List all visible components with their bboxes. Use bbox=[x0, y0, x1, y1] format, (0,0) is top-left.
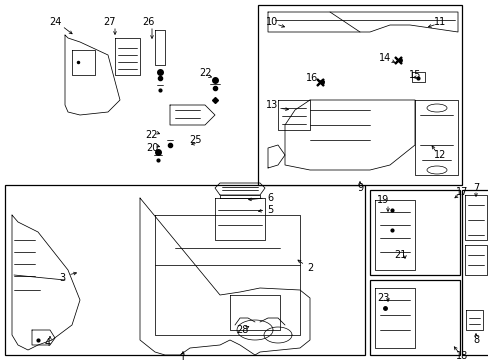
Text: 20: 20 bbox=[145, 143, 158, 153]
Text: 12: 12 bbox=[433, 150, 445, 160]
Text: 4: 4 bbox=[45, 338, 51, 348]
Text: 3: 3 bbox=[59, 273, 65, 283]
Text: 7: 7 bbox=[472, 183, 478, 193]
Bar bbox=[369, 280, 459, 355]
Text: 13: 13 bbox=[265, 100, 278, 110]
Text: 22: 22 bbox=[198, 68, 211, 78]
Text: 26: 26 bbox=[142, 17, 154, 27]
Bar bbox=[369, 190, 459, 275]
Text: 10: 10 bbox=[265, 17, 278, 27]
Text: 11: 11 bbox=[433, 17, 445, 27]
Bar bbox=[258, 5, 461, 185]
Text: 19: 19 bbox=[376, 195, 388, 205]
Text: 14: 14 bbox=[378, 53, 390, 63]
Text: 18: 18 bbox=[455, 351, 467, 360]
Text: 2: 2 bbox=[306, 263, 312, 273]
Text: 17: 17 bbox=[455, 187, 467, 197]
Text: 21: 21 bbox=[393, 250, 406, 260]
Text: 23: 23 bbox=[376, 293, 388, 303]
Text: 15: 15 bbox=[408, 70, 420, 80]
Text: 27: 27 bbox=[103, 17, 116, 27]
Text: 16: 16 bbox=[305, 73, 318, 83]
Text: 24: 24 bbox=[49, 17, 61, 27]
Text: 22: 22 bbox=[145, 130, 158, 140]
Text: 9: 9 bbox=[356, 183, 362, 193]
Text: 8: 8 bbox=[472, 335, 478, 345]
Text: 5: 5 bbox=[266, 205, 273, 215]
Bar bbox=[5, 185, 364, 355]
Text: 6: 6 bbox=[266, 193, 272, 203]
Text: 25: 25 bbox=[188, 135, 201, 145]
Text: 28: 28 bbox=[235, 325, 248, 335]
Text: 1: 1 bbox=[180, 353, 185, 360]
Bar bbox=[461, 190, 488, 355]
